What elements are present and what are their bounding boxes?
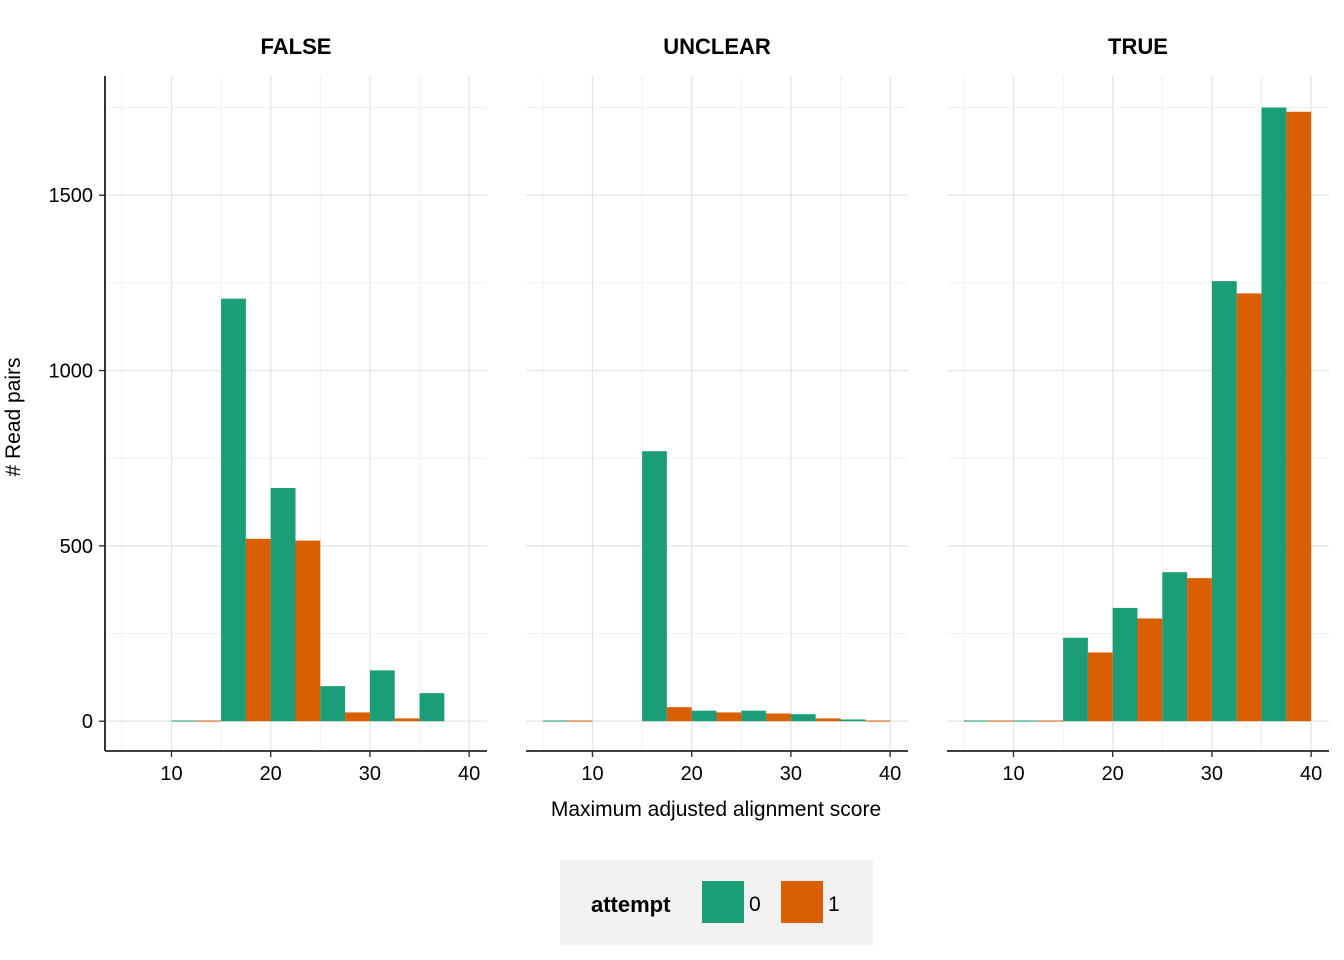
panel-false: FALSE 0 500 1000 1500 10 20 30 40 [49,34,487,785]
bar-true-attempt-1-22.5 [1137,618,1163,722]
legend-swatch-1 [781,881,823,923]
x-tick-label: 40 [1300,763,1322,785]
bar-unclear-attempt-1-7.5 [567,720,593,722]
x-tick-label: 40 [458,763,480,785]
x-axis-title: Maximum adjusted alignment score [551,798,881,821]
bar-false-attempt-0-27.5 [320,686,346,722]
legend: attempt 0 1 [560,860,873,945]
bar-unclear-attempt-0-32.5 [790,714,816,722]
panel-unclear: UNCLEAR 10 20 30 40 [526,34,908,785]
facet-title: TRUE [1108,34,1168,59]
y-tick-label: 1500 [49,185,94,207]
x-tick-label: 30 [1201,763,1223,785]
bar-true-attempt-0-7.5 [963,720,989,722]
legend-swatch-0 [702,881,744,923]
bar-false-attempt-0-37.5 [419,693,445,722]
x-tick-label: 10 [1002,763,1024,785]
y-tick-label: 0 [82,711,93,733]
panel-true: TRUE 10 20 30 40 [947,34,1329,785]
bar-false-attempt-0-32.5 [369,670,395,722]
x-tick-label: 10 [581,763,603,785]
legend-label-0: 0 [749,893,761,916]
bar-unclear-attempt-0-37.5 [840,719,866,722]
bar-unclear-attempt-0-17.5 [642,451,667,722]
x-tick-label: 30 [359,763,381,785]
bar-unclear-attempt-1-22.5 [716,712,742,722]
legend-label-1: 1 [828,893,840,916]
bar-unclear-attempt-0-7.5 [542,720,568,722]
facet-title: FALSE [261,34,332,59]
y-tick-label: 500 [60,536,93,558]
bar-true-attempt-1-7.5 [988,720,1014,722]
x-tick-label: 30 [780,763,802,785]
y-axis-title: # Read pairs [2,357,25,476]
bar-false-attempt-1-12.5 [196,720,222,722]
bar-false-attempt-1-22.5 [295,540,321,722]
bar-unclear-attempt-1-37.5 [865,720,891,722]
bar-true-attempt-0-37.5 [1261,107,1287,722]
bar-false-attempt-0-12.5 [171,720,197,722]
bar-true-attempt-0-32.5 [1211,281,1237,722]
bar-true-attempt-1-17.5 [1087,652,1113,722]
bar-unclear-attempt-0-27.5 [741,710,767,722]
facet-title: UNCLEAR [663,34,771,59]
bar-true-attempt-0-12.5 [1013,720,1039,722]
bar-true-attempt-0-22.5 [1112,607,1138,722]
x-tick-label: 40 [879,763,901,785]
legend-title: attempt [591,892,671,917]
bar-true-attempt-0-27.5 [1162,572,1188,722]
bar-unclear-attempt-0-22.5 [691,710,717,722]
bar-true-attempt-1-12.5 [1038,720,1064,722]
y-tick-label: 1000 [49,361,94,383]
bar-true-attempt-1-27.5 [1187,578,1212,722]
bar-false-attempt-0-17.5 [221,298,246,722]
bar-true-attempt-1-32.5 [1236,293,1262,722]
x-tick-label: 20 [260,763,282,785]
bar-false-attempt-1-27.5 [345,712,370,722]
bar-false-attempt-0-22.5 [270,488,296,722]
bar-false-attempt-1-32.5 [394,718,420,722]
bar-unclear-attempt-1-32.5 [815,718,841,722]
x-tick-label: 20 [681,763,703,785]
bar-unclear-attempt-1-17.5 [666,707,692,722]
bar-unclear-attempt-1-27.5 [766,713,791,722]
x-tick-label: 20 [1102,763,1124,785]
bar-true-attempt-1-37.5 [1286,111,1312,722]
bar-false-attempt-1-17.5 [245,538,271,722]
bar-true-attempt-0-17.5 [1063,637,1088,722]
x-tick-label: 10 [160,763,182,785]
